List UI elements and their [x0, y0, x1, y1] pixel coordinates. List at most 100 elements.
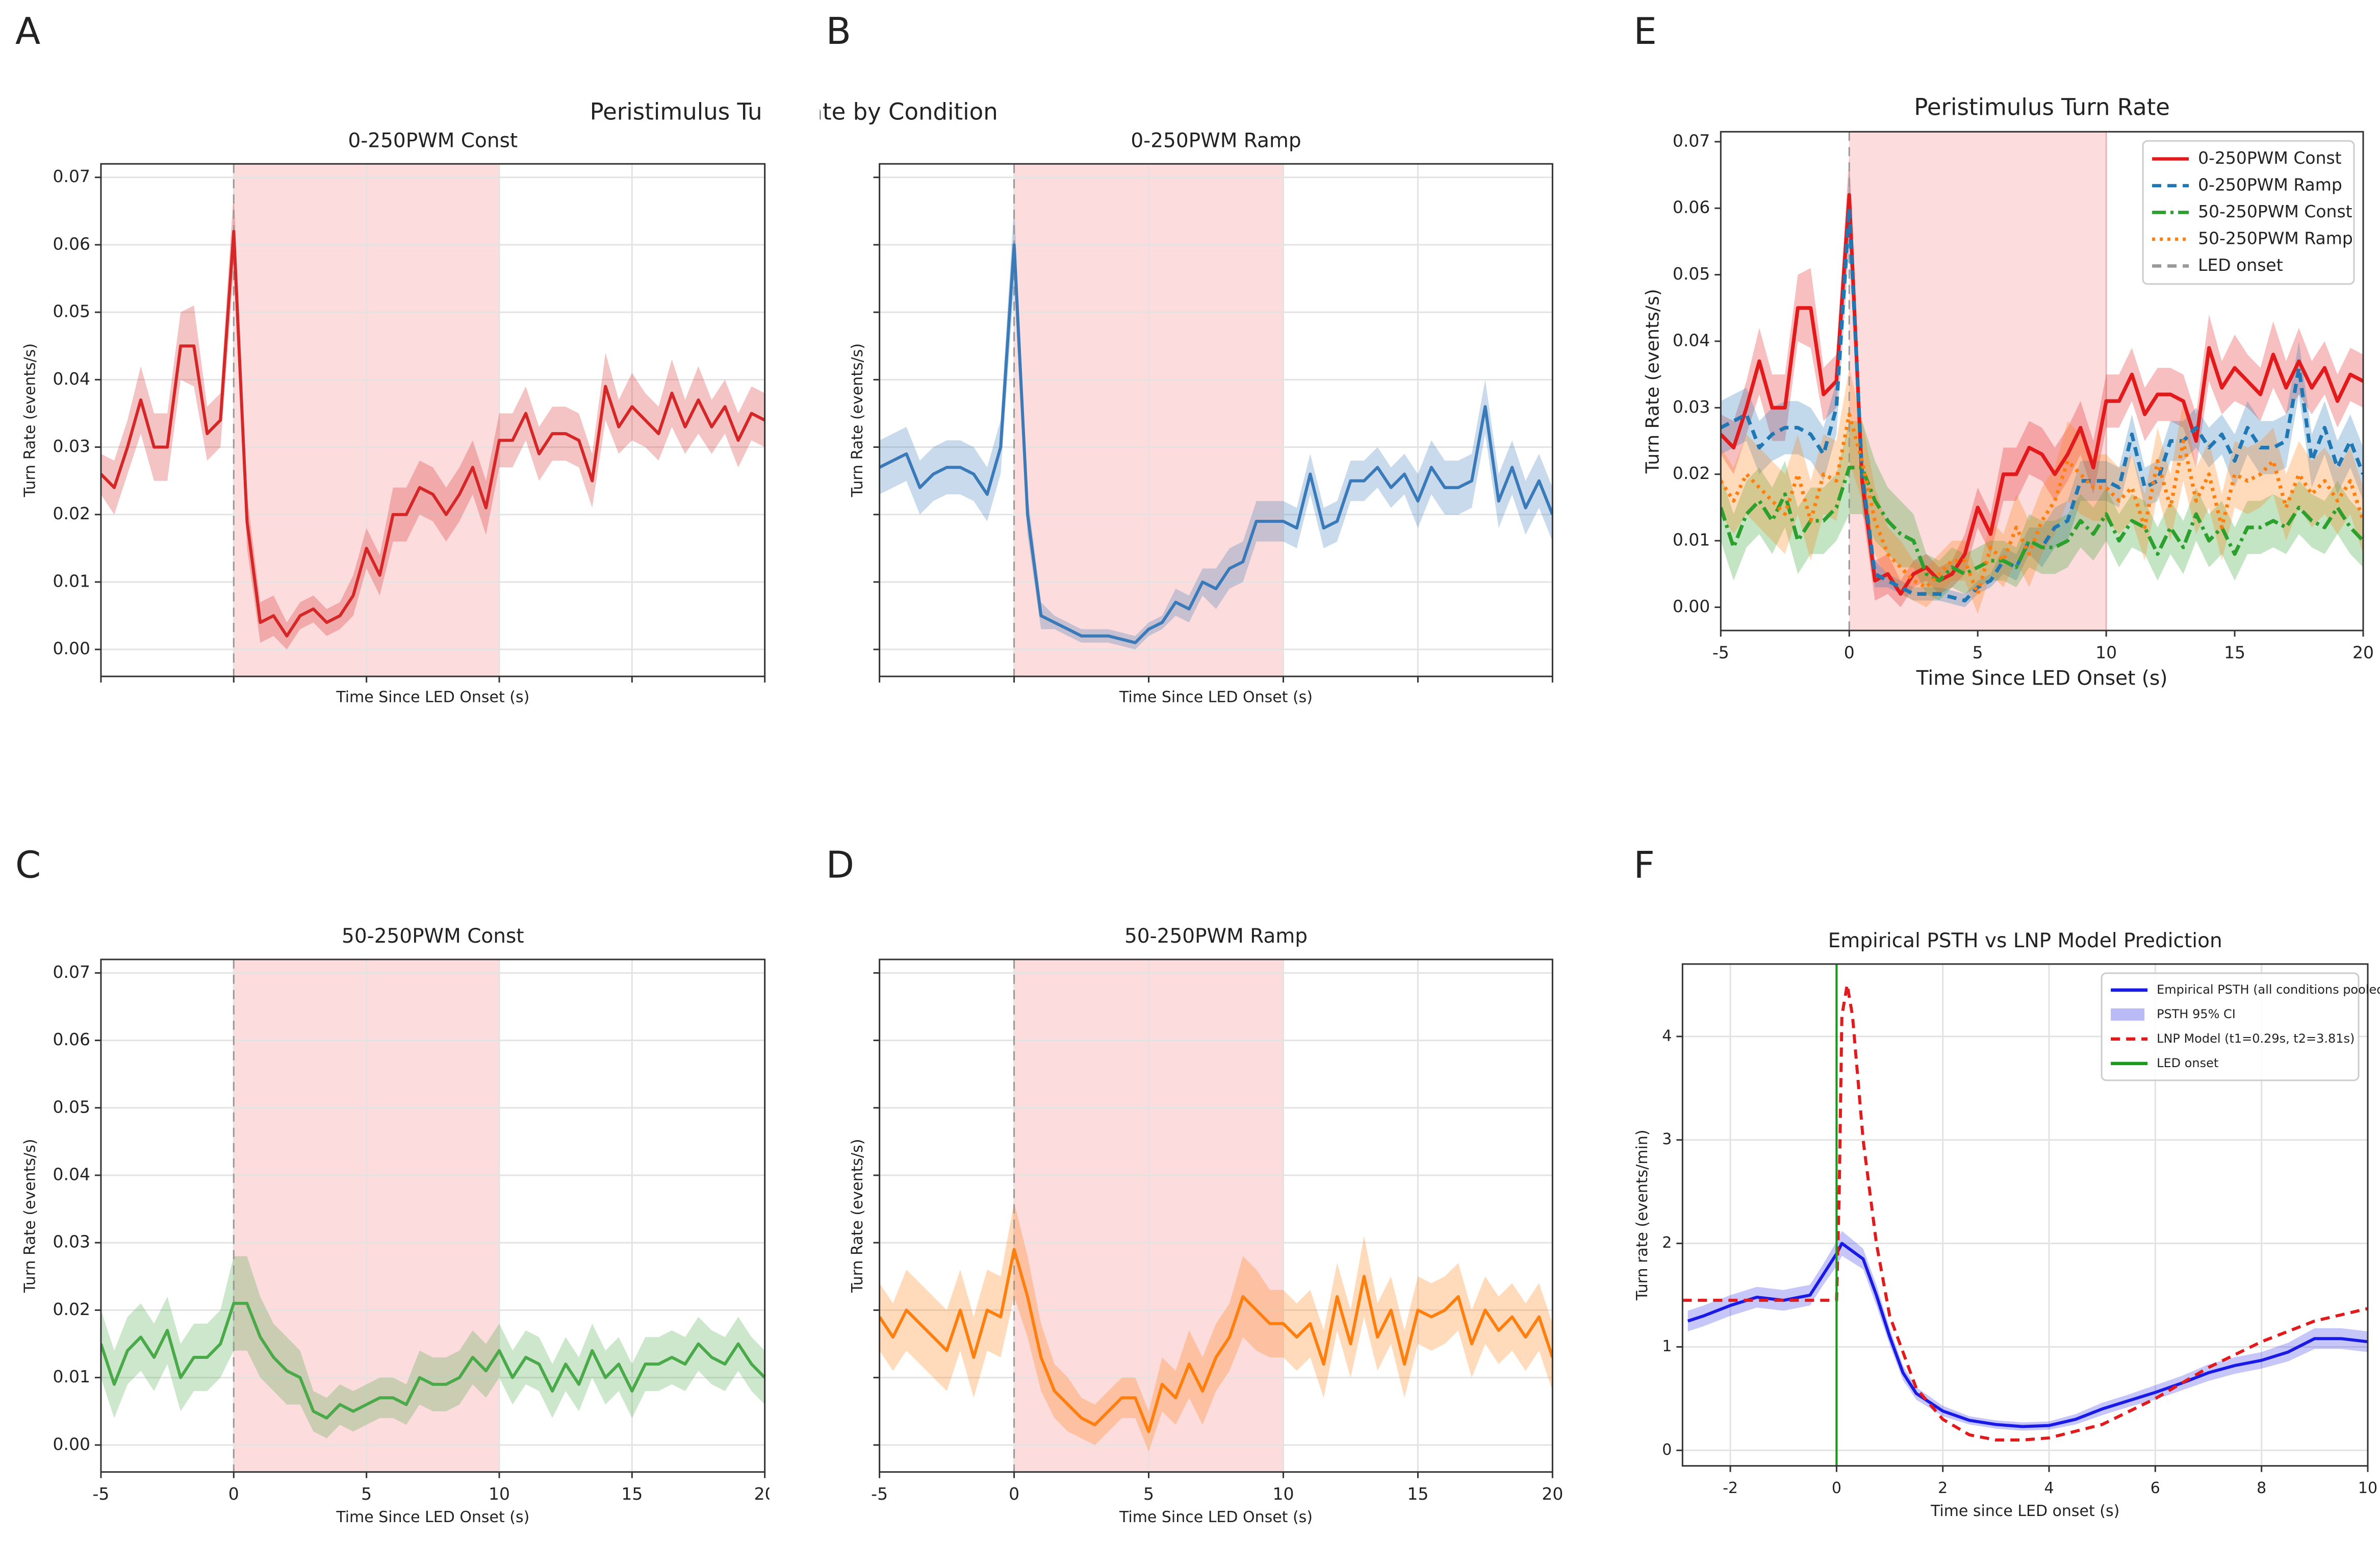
x-tick-label: 20 [1542, 1484, 1563, 1504]
y-axis-label: Turn Rate (events/s) [849, 1139, 866, 1294]
x-tick-label: 10 [1272, 1484, 1294, 1504]
x-tick-label: 15 [1407, 1484, 1428, 1504]
x-tick-label: 20 [2352, 643, 2374, 663]
x-axis-label: Time Since LED Onset (s) [1119, 689, 1313, 706]
legend-label: 0-250PWM Ramp [2198, 174, 2342, 194]
y-axis-label: Turn Rate (events/s) [849, 343, 866, 498]
y-tick-label: 0.04 [53, 369, 90, 389]
y-tick-label: 0.01 [1673, 530, 1710, 550]
y-tick-label: 0.07 [53, 962, 90, 982]
chart-title: 0-250PWM Const [348, 129, 518, 152]
legend-label: LED onset [2198, 255, 2283, 275]
chart-title: Peristimulus Turn Rate [1914, 93, 2170, 120]
axes-frame [879, 958, 1553, 1473]
legend-box [2142, 140, 2355, 285]
legend-label: LNP Model (t1=0.29s, t2=3.81s) [2157, 1031, 2355, 1046]
y-tick-label: 0.03 [1673, 397, 1710, 417]
chart-title: 0-250PWM Ramp [1131, 129, 1301, 152]
axes-frame [1681, 963, 2369, 1467]
panel-letter: F [1633, 843, 1654, 886]
x-tick-label: 10 [489, 1484, 510, 1504]
y-tick-label: 0.05 [53, 301, 90, 321]
y-tick-label: 0.03 [53, 1232, 90, 1252]
panel-overlap [763, 95, 820, 129]
stimulus-window [1849, 132, 2107, 631]
y-axis-label: Turn rate (events/min) [1633, 1130, 1651, 1301]
legend-swatch [2111, 1008, 2145, 1021]
series-line [879, 243, 1553, 644]
y-tick-label: 0.07 [53, 166, 90, 186]
ci-band [1721, 421, 2364, 601]
y-tick-label: 0.02 [53, 1299, 90, 1319]
y-tick-label: 0.07 [1673, 131, 1710, 150]
y-axis-label: Turn Rate (events/s) [1642, 289, 1663, 474]
x-tick-label: 15 [621, 1484, 643, 1504]
x-tick-label: 0 [1832, 1479, 1841, 1497]
ci-band [1721, 155, 2364, 608]
x-axis-label: Time since LED onset (s) [1930, 1502, 2119, 1520]
y-tick-label: 0.05 [53, 1097, 90, 1117]
series-line [100, 1302, 765, 1420]
x-axis-label: Time Since LED Onset (s) [336, 689, 529, 706]
y-tick-label: 0.06 [1673, 197, 1710, 217]
ci-band [1687, 1231, 2368, 1431]
panel-letter: D [826, 843, 854, 886]
y-tick-label: 1 [1662, 1337, 1672, 1355]
y-tick-label: 0.00 [53, 1434, 90, 1454]
x-tick-label: 5 [1973, 643, 1983, 663]
panel-letter: C [15, 843, 41, 886]
x-axis-label: Time Since LED Onset (s) [1916, 667, 2168, 690]
chart-title: 50-250PWM Ramp [1124, 925, 1308, 948]
series-line [1721, 206, 2364, 602]
x-tick-label: 0 [1844, 643, 1855, 663]
series-line [1721, 466, 2364, 583]
y-axis-label: Turn Rate (events/s) [21, 343, 39, 498]
legend-label: 50-250PWM Const [2198, 201, 2352, 221]
y-tick-label: 0.02 [53, 503, 90, 523]
axes-frame [1720, 131, 2364, 631]
x-tick-label: 4 [2044, 1479, 2054, 1497]
y-tick-label: 0.03 [53, 436, 90, 456]
y-tick-label: 3 [1662, 1130, 1672, 1148]
x-tick-label: -5 [871, 1484, 888, 1504]
axes-frame [100, 958, 766, 1473]
y-tick-label: 0.05 [1673, 264, 1710, 284]
panel-letter: E [1633, 10, 1656, 53]
series-line [879, 1248, 1553, 1433]
ci-band [100, 191, 765, 650]
y-tick-label: 2 [1662, 1234, 1672, 1252]
y-tick-label: 0.00 [53, 639, 90, 659]
x-tick-label: 10 [2095, 643, 2117, 663]
y-tick-label: 0.06 [53, 1029, 90, 1049]
panel-letter: B [826, 10, 851, 53]
x-tick-label: 6 [2151, 1479, 2160, 1497]
series-line [1687, 1242, 2368, 1428]
y-tick-label: 0.00 [1673, 596, 1710, 616]
y-tick-label: 0.04 [53, 1164, 90, 1184]
y-tick-label: 0.06 [53, 234, 90, 254]
x-tick-label: 2 [1938, 1479, 1948, 1497]
x-tick-label: 8 [2257, 1479, 2266, 1497]
x-axis-label: Time Since LED Onset (s) [336, 1508, 529, 1526]
y-tick-label: 0 [1662, 1441, 1672, 1459]
panel-letter: A [15, 10, 40, 53]
legend-label: Empirical PSTH (all conditions pooled) [2157, 982, 2380, 997]
chart-title: 50-250PWM Const [342, 925, 524, 948]
axes-frame [879, 163, 1553, 677]
x-tick-label: 10 [2358, 1479, 2377, 1497]
chart-title: Empirical PSTH vs LNP Model Prediction [1828, 929, 2222, 952]
x-axis-label: Time Since LED Onset (s) [1119, 1508, 1313, 1526]
legend-label: PSTH 95% CI [2157, 1007, 2236, 1021]
ci-band [879, 1202, 1553, 1452]
y-tick-label: 0.04 [1673, 330, 1710, 350]
y-tick-label: 0.02 [1673, 463, 1710, 483]
legend-label: 50-250PWM Ramp [2198, 228, 2353, 248]
axes-frame [100, 163, 766, 677]
x-tick-label: 0 [1009, 1484, 1019, 1504]
x-tick-label: -2 [1723, 1479, 1738, 1497]
ci-band [1721, 368, 2364, 614]
y-tick-label: 4 [1662, 1027, 1672, 1045]
y-tick-label: 0.01 [53, 571, 90, 591]
